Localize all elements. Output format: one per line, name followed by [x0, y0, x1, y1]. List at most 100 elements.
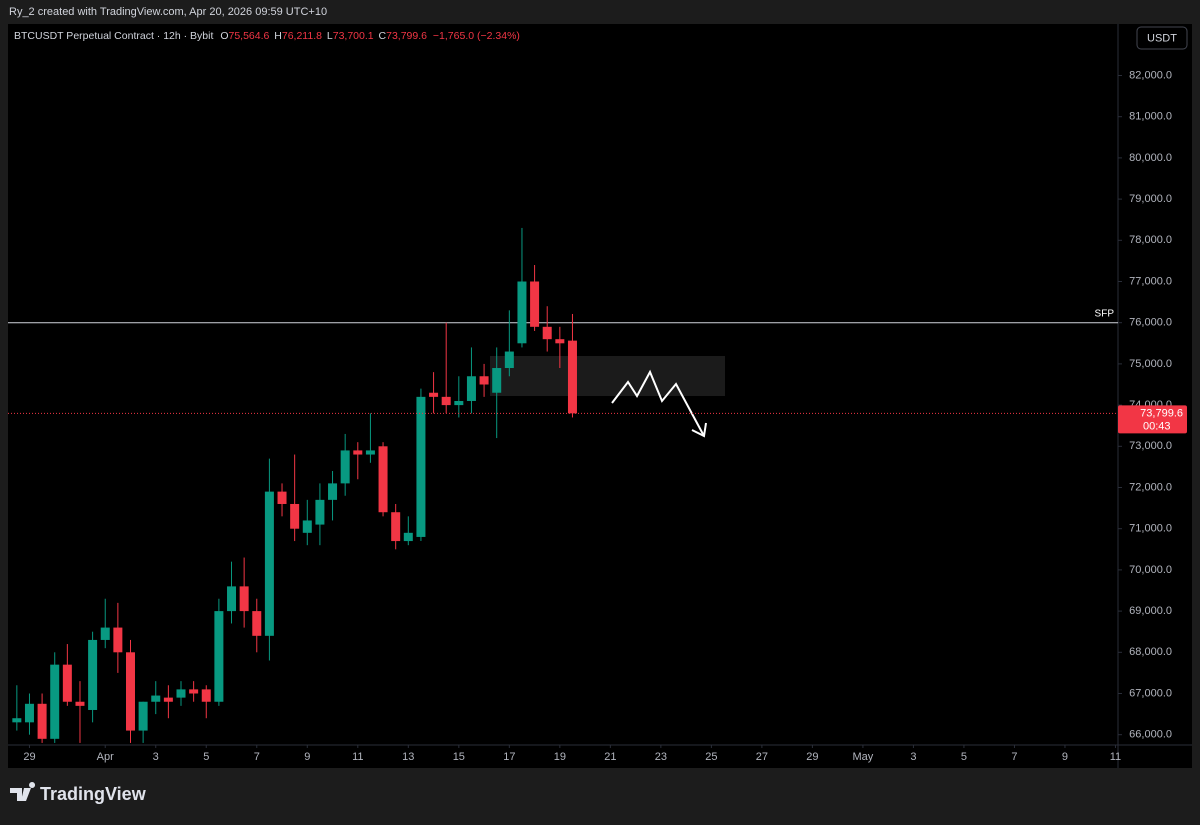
ohlc-value: 76,211.8 [282, 30, 322, 42]
candle-body [24, 703, 34, 723]
x-tick-label: 5 [961, 751, 967, 763]
candle-body [391, 512, 401, 542]
candle-body [100, 627, 110, 640]
currency-button[interactable] [1136, 26, 1188, 50]
candle-body [125, 652, 135, 731]
ohlc-key: H [274, 30, 282, 42]
candle-body [277, 491, 287, 504]
x-tick-label: 25 [705, 751, 717, 763]
candle-body [504, 351, 514, 369]
projection-path [611, 369, 705, 437]
candle-body [429, 392, 439, 397]
last-price-box [1118, 405, 1187, 434]
candle-body [302, 520, 312, 533]
candles [12, 227, 577, 743]
x-tick-label: 17 [503, 751, 515, 763]
change: −1,765.0 (−2.34%) [433, 30, 520, 42]
y-tick-label: 68,000.0 [1129, 646, 1172, 658]
x-tick-label: 5 [203, 751, 209, 763]
y-tick-label: 76,000.0 [1129, 317, 1172, 329]
y-tick-label: 73,000.0 [1129, 440, 1172, 452]
y-tick-label: 72,000.0 [1129, 481, 1172, 493]
x-tick-label: Apr [97, 751, 114, 763]
x-tick-label: 19 [554, 751, 566, 763]
zone-box [490, 356, 725, 396]
candle-body [328, 483, 338, 500]
x-tick-label: 9 [304, 751, 310, 763]
ohlc-key: O [220, 30, 228, 42]
x-tick-label: 15 [453, 751, 465, 763]
countdown-label: 00:43 [1143, 420, 1171, 432]
y-tick-label: 75,000.0 [1129, 358, 1172, 370]
x-tick-label: 11 [1110, 751, 1121, 763]
candle-body [315, 499, 325, 525]
y-tick-label: 78,000.0 [1129, 234, 1172, 246]
candle-body [555, 339, 565, 344]
candle-body [252, 611, 262, 636]
candle-body [201, 689, 211, 702]
ohlc-key: L [327, 30, 333, 42]
candle-body [151, 695, 161, 702]
ohlc-key: C [379, 30, 387, 42]
ohlc-value: 73,700.1 [333, 30, 374, 42]
candle-body [530, 281, 540, 327]
candle-body [113, 627, 123, 653]
x-tick-label: 23 [655, 751, 667, 763]
y-tick-label: 82,000.0 [1129, 69, 1172, 81]
candle-body [416, 396, 426, 537]
y-tick-label: 70,000.0 [1129, 564, 1172, 576]
candle-body [290, 503, 300, 529]
candle-body [62, 664, 72, 702]
watermark: Ry_2 created with TradingView.com, Apr 2… [9, 6, 327, 18]
candle-body [227, 586, 237, 612]
candle-body [50, 664, 60, 739]
last-price-label: 73,799.6 [1140, 407, 1183, 419]
x-tick-label: 29 [23, 751, 35, 763]
candle-body [37, 703, 47, 739]
candle-body [492, 368, 502, 393]
x-tick-label: 11 [352, 751, 363, 763]
x-tick-label: 27 [756, 751, 768, 763]
candle-body [466, 376, 476, 401]
candle-body [138, 701, 148, 731]
level-label: SFP [1095, 308, 1115, 319]
y-tick-label: 66,000.0 [1129, 729, 1172, 741]
y-tick-label: 77,000.0 [1129, 275, 1172, 287]
candle-body [365, 450, 375, 455]
candle-body [517, 281, 527, 344]
candle-body [340, 450, 350, 484]
legend: BTCUSDT Perpetual Contract · 12h · Bybit… [14, 30, 520, 42]
ohlc-value: 73,799.6 [386, 30, 427, 42]
candle-body [176, 689, 186, 698]
candle-body [441, 396, 451, 406]
x-tick-label: 7 [1011, 751, 1017, 763]
y-tick-label: 80,000.0 [1129, 152, 1172, 164]
y-tick-label: 79,000.0 [1129, 193, 1172, 205]
candle-body [264, 491, 274, 636]
candle-body [214, 611, 224, 702]
brand: TradingView [10, 782, 147, 804]
brand-name: TradingView [40, 784, 147, 804]
x-tick-label: 21 [604, 751, 616, 763]
candle-body [378, 446, 388, 513]
x-tick-label: 13 [402, 751, 414, 763]
symbol: BTCUSDT Perpetual Contract · 12h · Bybit [14, 30, 213, 42]
x-tick-label: May [853, 751, 874, 763]
brand-logo [10, 782, 36, 801]
candle-body [189, 689, 199, 694]
x-tick-label: 7 [254, 751, 260, 763]
candle-body [353, 450, 363, 455]
candle-body [479, 376, 489, 385]
candle-body [88, 639, 98, 710]
x-tick-label: 3 [153, 751, 159, 763]
candle-body [12, 718, 22, 723]
candle-body [239, 586, 249, 612]
candle-body [567, 340, 577, 414]
y-tick-label: 67,000.0 [1129, 687, 1172, 699]
candle-body [75, 701, 85, 706]
currency-label[interactable]: USDT [1147, 32, 1177, 44]
x-tick-label: 9 [1062, 751, 1068, 763]
candle-body [403, 532, 413, 542]
candle-body [163, 697, 173, 702]
